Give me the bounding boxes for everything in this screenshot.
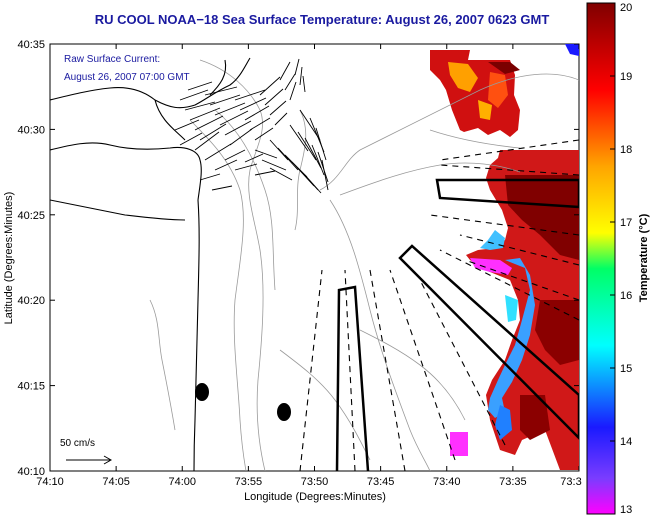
- colorbar-tick-label: 20: [620, 2, 632, 14]
- x-tick-label: 73:45: [367, 476, 395, 488]
- x-tick-label: 73:35: [499, 476, 527, 488]
- dashed-radials: [299, 139, 579, 471]
- colorbar-tick-label: 16: [620, 290, 632, 302]
- y-tick-label: 40:10: [17, 466, 45, 478]
- x-axis-label: Longitude (Degrees:Minutes): [244, 491, 386, 503]
- annotation-line-1: Raw Surface Current:: [64, 54, 160, 65]
- colorbar-tick-label: 19: [620, 71, 632, 83]
- colorbar-tick-label: 18: [620, 144, 632, 156]
- x-tick-label: 74:00: [168, 476, 196, 488]
- y-tick-label: 40:30: [17, 124, 45, 136]
- colorbar-tick-label: 15: [620, 363, 632, 375]
- colorbar-tick-label: 14: [620, 436, 632, 448]
- x-axis: 74:10 74:05 74:00 73:55 73:50 73:45 73:40 73:35…: [36, 44, 582, 488]
- y-axis-label: Latitude (Degrees:Minutes): [3, 192, 15, 325]
- y-tick-label: 40:20: [17, 295, 45, 307]
- y-tick-label: 40:15: [17, 381, 45, 393]
- y-axis: 40:35 40:30 40:25 40:20 40:15 40:10: [17, 39, 579, 478]
- colorbar-tick-label: 13: [620, 504, 632, 516]
- bathymetry-contours: [149, 59, 579, 471]
- colorbar-ticks: 20 19 18 17 16 15 14 13: [610, 2, 632, 516]
- y-tick-label: 40:35: [17, 39, 45, 51]
- scale-label: 50 cm/s: [60, 438, 95, 449]
- x-tick-label: 73:50: [301, 476, 329, 488]
- y-tick-label: 40:25: [17, 210, 45, 222]
- colorbar-tick-label: 17: [620, 217, 632, 229]
- colorbar-label: Temperature (°C): [638, 213, 650, 302]
- annotation-line-2: August 26, 2007 07:00 GMT: [64, 72, 190, 83]
- sst-field: [430, 44, 579, 470]
- x-tick-label: 73:3: [560, 476, 581, 488]
- chart-title: RU COOL NOAA−18 Sea Surface Temperature:…: [95, 12, 550, 27]
- station-dot: [277, 403, 291, 421]
- x-tick-label: 73:55: [235, 476, 263, 488]
- current-vectors: [174, 58, 329, 194]
- x-tick-label: 73:40: [433, 476, 461, 488]
- survey-boxes: [335, 178, 579, 471]
- station-dot: [195, 383, 209, 401]
- colorbar: [586, 2, 616, 515]
- x-tick-label: 74:05: [102, 476, 130, 488]
- coastline: [50, 57, 251, 471]
- x-tick-label: 74:10: [36, 476, 64, 488]
